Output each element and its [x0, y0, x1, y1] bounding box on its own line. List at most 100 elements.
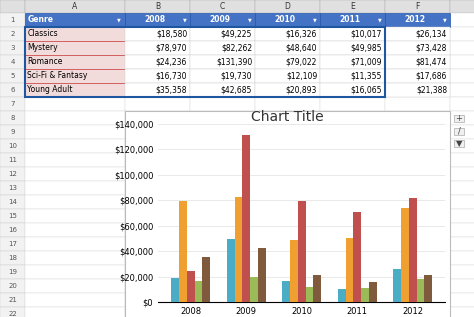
Bar — [424, 275, 432, 302]
Bar — [320, 55, 385, 69]
Bar — [255, 27, 320, 41]
Text: 7: 7 — [10, 101, 15, 107]
Bar — [25, 307, 125, 317]
Bar — [0, 41, 25, 55]
Bar — [450, 97, 474, 111]
Bar — [190, 293, 255, 307]
Bar — [125, 111, 450, 317]
Text: $16,065: $16,065 — [351, 86, 382, 94]
Bar — [255, 55, 320, 69]
Bar — [25, 13, 125, 27]
Bar — [385, 13, 450, 27]
Bar — [255, 41, 320, 55]
Bar — [385, 153, 450, 167]
Bar — [320, 293, 385, 307]
Bar — [320, 307, 385, 317]
Bar — [454, 115, 464, 122]
Text: $20,893: $20,893 — [286, 86, 317, 94]
Bar — [255, 251, 320, 265]
Bar — [255, 69, 320, 83]
Bar — [298, 201, 306, 302]
Text: 19: 19 — [8, 269, 17, 275]
Bar — [190, 69, 255, 83]
Bar — [190, 153, 255, 167]
Text: 15: 15 — [8, 213, 17, 219]
Text: $21,388: $21,388 — [416, 86, 447, 94]
Bar — [25, 55, 125, 69]
Bar — [320, 153, 385, 167]
Bar — [190, 237, 255, 251]
Text: ▼: ▼ — [118, 17, 121, 23]
Bar — [385, 27, 450, 41]
Bar — [258, 248, 265, 302]
Text: $49,985: $49,985 — [351, 43, 382, 53]
Text: 5: 5 — [10, 73, 15, 79]
Bar — [125, 0, 190, 13]
Bar — [346, 238, 353, 302]
Bar — [255, 153, 320, 167]
Text: 6: 6 — [10, 87, 15, 93]
Bar — [0, 13, 25, 27]
Text: 2011: 2011 — [340, 16, 361, 24]
Bar — [320, 13, 385, 27]
Bar — [385, 279, 450, 293]
Bar — [171, 278, 179, 302]
Bar — [125, 41, 190, 55]
Bar — [255, 195, 320, 209]
Bar — [385, 237, 450, 251]
Bar — [313, 275, 321, 302]
Bar — [25, 41, 125, 55]
Bar — [320, 195, 385, 209]
Bar — [0, 181, 25, 195]
Bar — [320, 27, 385, 41]
Bar — [320, 209, 385, 223]
Bar — [235, 197, 242, 302]
Text: $24,236: $24,236 — [156, 57, 187, 67]
Bar — [190, 97, 255, 111]
Bar — [385, 111, 450, 125]
Bar — [450, 167, 474, 181]
Bar — [255, 125, 320, 139]
Text: A: A — [73, 2, 78, 11]
Bar — [255, 265, 320, 279]
Bar — [306, 287, 313, 302]
Bar — [450, 111, 474, 125]
Bar — [0, 97, 25, 111]
Bar — [25, 69, 125, 83]
Bar — [125, 27, 190, 41]
Bar — [255, 307, 320, 317]
Text: /: / — [457, 127, 460, 136]
Bar — [190, 55, 255, 69]
Text: F: F — [415, 2, 419, 11]
Text: $26,134: $26,134 — [416, 29, 447, 38]
Bar — [190, 139, 255, 153]
Bar — [0, 0, 25, 13]
Bar — [320, 69, 385, 83]
Text: $49,225: $49,225 — [221, 29, 252, 38]
Bar — [125, 139, 190, 153]
Bar — [385, 13, 450, 27]
Bar — [255, 209, 320, 223]
Bar — [250, 277, 258, 302]
Bar — [0, 27, 25, 41]
Bar — [338, 289, 346, 302]
Bar — [450, 307, 474, 317]
Bar — [290, 240, 298, 302]
Text: 2010: 2010 — [274, 16, 296, 24]
Bar — [25, 27, 385, 97]
Bar — [190, 69, 255, 83]
Bar — [190, 181, 255, 195]
Bar — [25, 41, 125, 55]
Bar — [190, 83, 255, 97]
Bar — [190, 13, 255, 27]
Bar — [385, 167, 450, 181]
Bar — [25, 83, 125, 97]
Text: ▼: ▼ — [443, 17, 447, 23]
Bar — [125, 251, 190, 265]
Text: ▼: ▼ — [183, 17, 187, 23]
Bar — [25, 125, 125, 139]
Text: 13: 13 — [8, 185, 17, 191]
Bar — [125, 293, 190, 307]
Bar — [190, 251, 255, 265]
Bar — [320, 13, 385, 27]
